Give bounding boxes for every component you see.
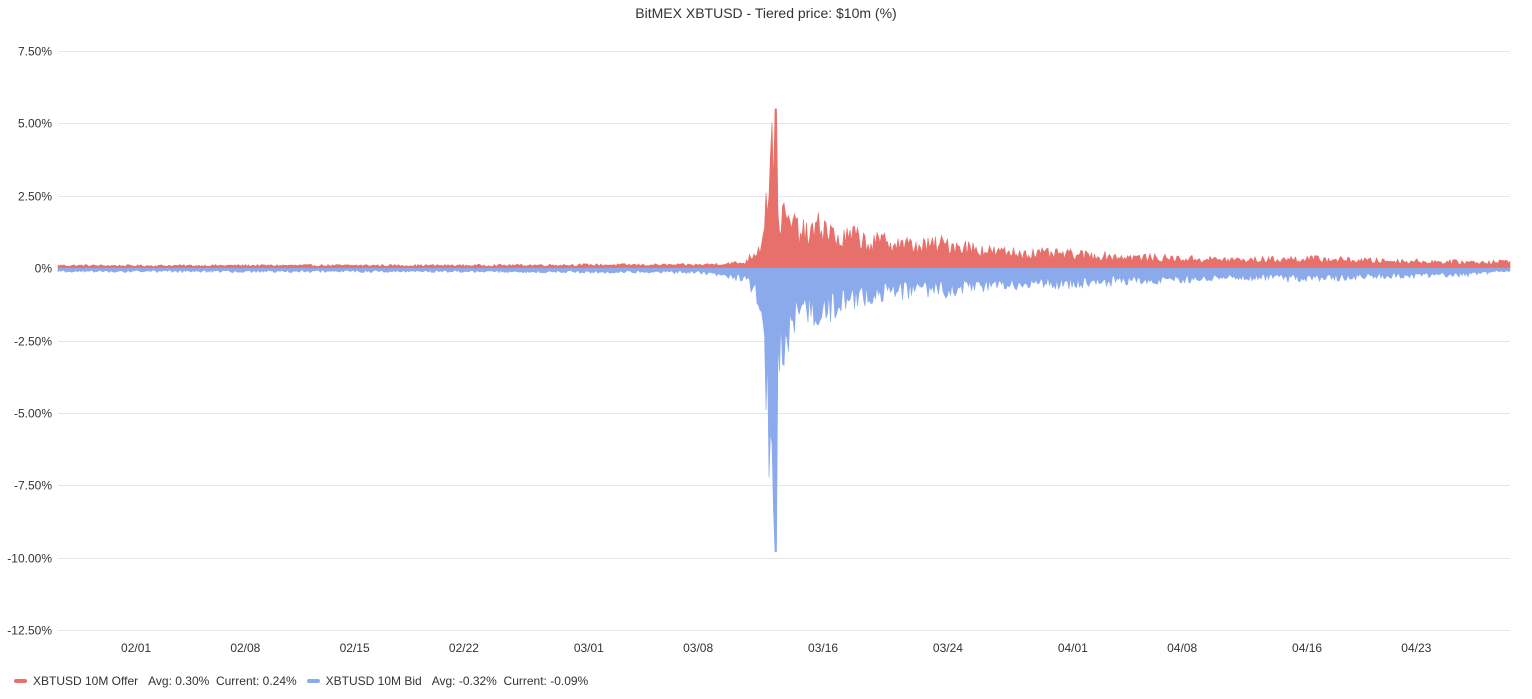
legend-swatch-bid	[306, 679, 320, 683]
y-tick-label: 7.50%	[18, 45, 52, 59]
x-tick-label: 03/01	[574, 641, 604, 655]
y-tick-label: 5.00%	[18, 117, 52, 131]
y-tick-label: 2.50%	[18, 190, 52, 204]
chart-title: BitMEX XBTUSD - Tiered price: $10m (%)	[635, 5, 896, 21]
y-tick-label: -10.00%	[7, 552, 52, 566]
x-tick-label: 03/16	[808, 641, 838, 655]
x-tick-label: 02/22	[449, 641, 479, 655]
legend: XBTUSD 10M Offer Avg: 0.30% Current: 0.2…	[14, 674, 598, 688]
y-tick-label: -5.00%	[14, 407, 52, 421]
offer-area-series	[57, 108, 1511, 269]
x-tick-label: 04/23	[1401, 641, 1431, 655]
legend-label-bid: XBTUSD 10M Bid	[325, 674, 422, 688]
y-tick-label: -12.50%	[7, 624, 52, 638]
bid-area-series	[57, 267, 1511, 553]
series-areas	[57, 108, 1511, 553]
y-tick-label: -2.50%	[14, 335, 52, 349]
legend-item-offer[interactable]: XBTUSD 10M Offer Avg: 0.30% Current: 0.2…	[14, 674, 297, 688]
y-axis-ticks: 7.50% 5.00% 2.50% 0% -2.50% -5.00% -7.50% -10.0…	[7, 45, 52, 638]
x-axis-ticks: 02/01 02/08 02/15 02/22 03/01 03/08 03/16 03/24…	[121, 641, 1432, 655]
x-tick-label: 02/01	[121, 641, 151, 655]
y-tick-label: -7.50%	[14, 479, 52, 493]
x-tick-label: 04/01	[1058, 641, 1088, 655]
x-tick-label: 02/15	[340, 641, 370, 655]
x-tick-label: 03/24	[933, 641, 963, 655]
x-tick-label: 02/08	[230, 641, 260, 655]
x-tick-label: 03/08	[683, 641, 713, 655]
legend-stats-bid: Avg: -0.32% Current: -0.09%	[431, 674, 589, 688]
legend-item-bid[interactable]: XBTUSD 10M Bid Avg: -0.32% Current: -0.0…	[306, 674, 589, 688]
legend-stats-offer: Avg: 0.30% Current: 0.24%	[148, 674, 297, 688]
x-tick-label: 04/16	[1292, 641, 1322, 655]
y-tick-label: 0%	[35, 262, 53, 276]
x-tick-label: 04/08	[1167, 641, 1197, 655]
legend-label-offer: XBTUSD 10M Offer	[33, 674, 139, 688]
legend-swatch-offer	[14, 679, 27, 683]
